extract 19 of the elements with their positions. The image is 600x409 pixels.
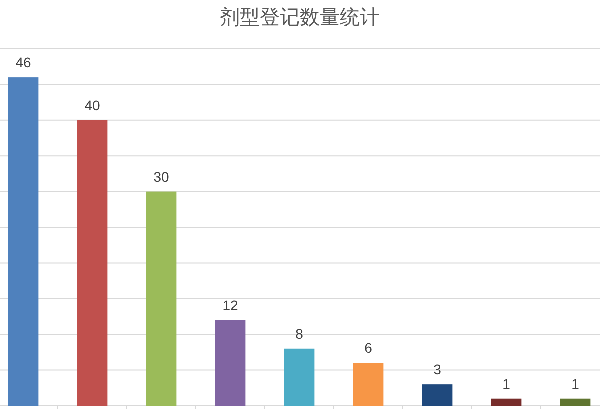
bar: [422, 384, 453, 406]
data-label: 46: [16, 54, 32, 71]
data-label: 1: [572, 376, 580, 392]
bar: [560, 398, 591, 406]
bar: [8, 78, 39, 406]
data-label: 1: [502, 376, 511, 392]
bar: [284, 348, 315, 406]
bar: [491, 398, 522, 406]
bar: [215, 320, 246, 406]
data-label: 12: [222, 297, 238, 314]
bar: [146, 192, 177, 406]
data-label: 8: [296, 326, 304, 342]
chart-title: 剂型登记数量统计: [220, 5, 380, 29]
data-label: 40: [84, 97, 100, 114]
data-label: 3: [434, 362, 442, 378]
data-label: 6: [364, 340, 373, 356]
bar: [77, 120, 108, 406]
data-label: 30: [154, 168, 170, 185]
bar: [353, 363, 384, 406]
